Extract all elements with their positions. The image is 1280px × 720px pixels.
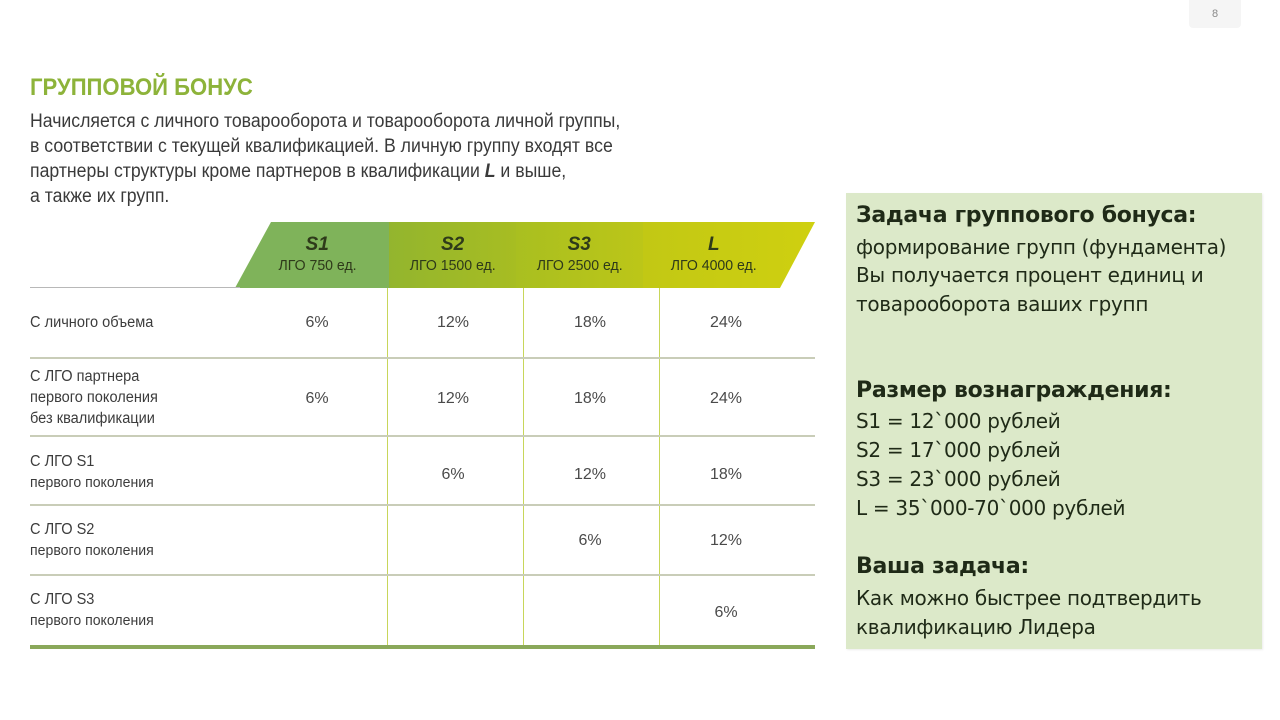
qualification-l-emphasis: L xyxy=(484,161,496,182)
column-name: S1 xyxy=(305,234,329,255)
cell-s1: 6% xyxy=(305,314,329,331)
column-name: L xyxy=(707,234,720,255)
row-label-line: С ЛГО S1 xyxy=(30,453,95,470)
cell-l: 12% xyxy=(709,532,743,549)
page-number: 8 xyxy=(1189,0,1241,28)
cell-s3: 18% xyxy=(573,390,607,407)
task-line: формирование групп (фундамента) xyxy=(856,235,1227,259)
intro-line-2: в соответствии с текущей квалификацией. … xyxy=(30,136,613,157)
table-row: С личного объема 6% 12% 18% 24% xyxy=(30,288,815,358)
row-label-line: первого поколения xyxy=(30,612,154,629)
table-header: S1 ЛГО 750 ед. S2 ЛГО 1500 ед. S3 ЛГО 25… xyxy=(235,222,815,288)
row-divider xyxy=(30,435,815,437)
intro-text: Начисляется с личного товарооборота и то… xyxy=(30,109,774,209)
side-panel: Задача группового бонуса: формирование г… xyxy=(846,193,1262,649)
row-label: С ЛГО партнера первого поколения без ква… xyxy=(30,366,158,429)
your-task-line: квалификацию Лидера xyxy=(856,615,1096,639)
intro-line-3-end: и выше, xyxy=(495,161,567,182)
column-divider xyxy=(523,288,524,648)
cell-s2: 12% xyxy=(436,390,470,407)
intro-line-4: а также их групп. xyxy=(30,186,170,207)
row-label-line: С ЛГО S2 xyxy=(30,521,95,538)
reward-line: S2 = 17`000 рублей xyxy=(856,438,1061,462)
column-header-s3: S3 ЛГО 2500 ед. xyxy=(515,222,643,288)
column-threshold: ЛГО 4000 ед. xyxy=(670,257,757,274)
column-threshold: ЛГО 750 ед. xyxy=(278,257,357,274)
row-label-line: первого поколения xyxy=(30,474,154,491)
row-divider xyxy=(30,504,815,506)
cell-l: 6% xyxy=(714,604,738,621)
reward-line: S3 = 23`000 рублей xyxy=(856,467,1061,491)
column-header-l: L ЛГО 4000 ед. xyxy=(642,222,815,288)
your-task-line: Как можно быстрее подтвердить xyxy=(856,586,1202,610)
reward-line: L = 35`000-70`000 рублей xyxy=(856,496,1126,520)
column-name: S3 xyxy=(567,234,591,255)
cell-l: 24% xyxy=(709,314,743,331)
row-label: С ЛГО S1 первого поколения xyxy=(30,451,154,493)
row-label: С ЛГО S2 первого поколения xyxy=(30,519,154,561)
table-row: С ЛГО S3 первого поколения 6% xyxy=(30,576,815,646)
row-label-line: без квалификации xyxy=(30,410,155,427)
column-threshold: ЛГО 2500 ед. xyxy=(536,257,623,274)
cell-l: 24% xyxy=(709,390,743,407)
your-task-heading: Ваша задача: xyxy=(856,554,1029,579)
bonus-table: S1 ЛГО 750 ед. S2 ЛГО 1500 ед. S3 ЛГО 25… xyxy=(30,222,815,652)
row-label: С личного объема xyxy=(30,312,153,333)
table-row: С ЛГО S1 первого поколения 6% 12% 18% xyxy=(30,437,815,505)
cell-s3: 18% xyxy=(573,314,607,331)
header-divider xyxy=(30,287,240,288)
table-bottom-border xyxy=(30,645,815,649)
reward-line: S1 = 12`000 рублей xyxy=(856,409,1061,433)
cell-s1: 6% xyxy=(305,390,329,407)
row-label-line: С ЛГО партнера xyxy=(30,368,140,385)
row-label-line: С личного объема xyxy=(30,314,154,331)
reward-heading: Размер вознаграждения: xyxy=(856,378,1172,403)
cell-l: 18% xyxy=(709,466,743,483)
row-divider xyxy=(30,574,815,576)
row-label: С ЛГО S3 первого поколения xyxy=(30,589,154,631)
table-row: С ЛГО партнера первого поколения без ква… xyxy=(30,359,815,437)
row-divider xyxy=(30,357,815,359)
column-header-s1: S1 ЛГО 750 ед. xyxy=(235,222,390,288)
row-label-line: первого поколения xyxy=(30,542,154,559)
column-divider xyxy=(659,288,660,648)
slide-title: ГРУППОВОЙ БОНУС xyxy=(30,74,253,101)
column-header-s2: S2 ЛГО 1500 ед. xyxy=(389,222,516,288)
cell-s3: 6% xyxy=(578,532,602,549)
intro-line-3-text: партнеры структуры кроме партнеров в ква… xyxy=(30,161,485,182)
column-threshold: ЛГО 1500 ед. xyxy=(409,257,496,274)
task-line: товарооборота ваших групп xyxy=(856,292,1149,316)
cell-s2: 6% xyxy=(441,466,465,483)
table-row: С ЛГО S2 первого поколения 6% 12% xyxy=(30,506,815,574)
task-heading: Задача группового бонуса: xyxy=(856,203,1197,228)
intro-line-3: партнеры структуры кроме партнеров в ква… xyxy=(30,159,774,184)
task-line: Вы получается процент единиц и xyxy=(856,263,1204,287)
row-label-line: первого поколения xyxy=(30,389,158,406)
row-label-line: С ЛГО S3 xyxy=(30,591,95,608)
cell-s2: 12% xyxy=(436,314,470,331)
column-name: S2 xyxy=(441,234,465,255)
column-divider xyxy=(387,288,388,648)
cell-s3: 12% xyxy=(573,466,607,483)
intro-line-1: Начисляется с личного товарооборота и то… xyxy=(30,111,621,132)
